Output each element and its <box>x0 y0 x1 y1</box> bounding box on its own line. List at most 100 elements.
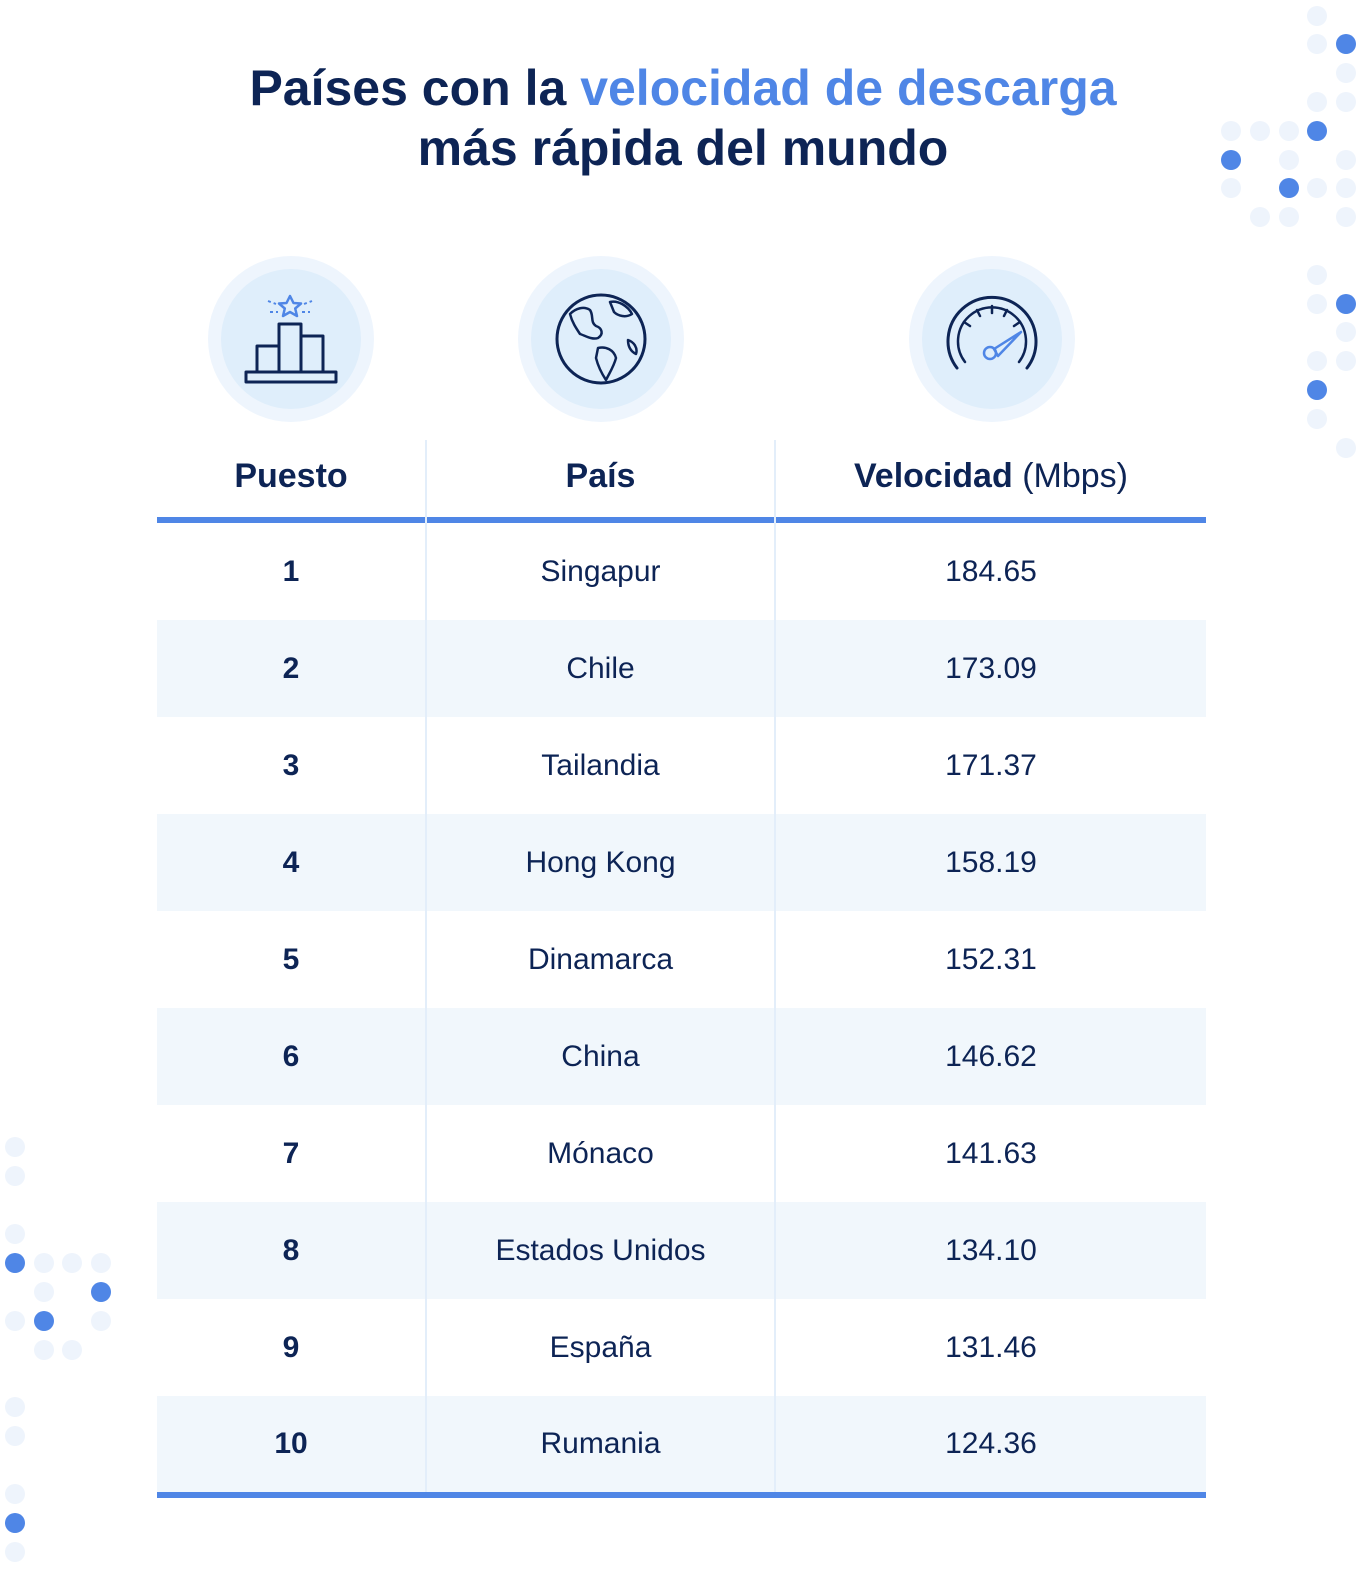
header-speed: Velocidad (Mbps) <box>776 448 1206 504</box>
decorative-dot <box>91 1311 111 1331</box>
decorative-dot <box>5 1224 25 1244</box>
decorative-dot <box>1336 351 1356 371</box>
decorative-dot <box>1336 207 1356 227</box>
decorative-dot <box>1279 150 1299 170</box>
decorative-dot <box>5 1513 25 1533</box>
rank-cell: 3 <box>282 748 300 782</box>
decorative-dot <box>1250 207 1270 227</box>
speed-cell: 141.63 <box>945 1136 1037 1170</box>
speed-cell: 171.37 <box>945 748 1037 782</box>
country-cell: China <box>561 1039 640 1073</box>
decorative-dot <box>34 1311 54 1331</box>
header-rank: Puesto <box>234 457 348 495</box>
decorative-dot <box>34 1282 54 1302</box>
header-country: País <box>565 457 636 495</box>
table-row: 1 Singapur 184.65 <box>157 523 1206 620</box>
header-rule <box>157 517 425 523</box>
decorative-dot <box>1336 178 1356 198</box>
decorative-dot <box>1307 351 1327 371</box>
speed-cell: 184.65 <box>945 554 1037 588</box>
country-cell: Tailandia <box>541 748 660 782</box>
decorative-dot <box>1221 178 1241 198</box>
decorative-dot <box>5 1542 25 1562</box>
country-cell: Rumania <box>540 1427 661 1460</box>
decorative-dot <box>1336 63 1356 83</box>
footer-rule <box>157 1492 1206 1498</box>
table-row: 4 Hong Kong 158.19 <box>157 814 1206 911</box>
decorative-dot <box>1336 294 1356 314</box>
decorative-dot <box>1307 178 1327 198</box>
decorative-dot <box>1307 380 1327 400</box>
rank-cell: 10 <box>274 1427 308 1460</box>
speedometer-icon <box>909 256 1075 422</box>
decorative-dot <box>5 1253 25 1273</box>
decorative-dot <box>91 1282 111 1302</box>
country-cell: España <box>549 1330 652 1364</box>
decorative-dot <box>5 1484 25 1504</box>
speed-cell: 134.10 <box>945 1233 1037 1267</box>
column-divider <box>425 440 427 1495</box>
speed-cell: 158.19 <box>945 845 1037 879</box>
speed-cell: 146.62 <box>945 1039 1037 1073</box>
table-row: 2 Chile 173.09 <box>157 620 1206 717</box>
country-cell: Chile <box>566 651 635 685</box>
decorative-dot <box>1307 409 1327 429</box>
country-cell: Estados Unidos <box>495 1233 706 1267</box>
decorative-dot <box>62 1253 82 1273</box>
decorative-dot <box>5 1426 25 1446</box>
rank-cell: 4 <box>282 845 300 879</box>
rank-cell: 7 <box>282 1136 300 1170</box>
decorative-dot <box>1279 178 1299 198</box>
header-speed-label: Velocidad <box>854 457 1013 495</box>
title-part-2: más rápida del mundo <box>417 120 949 176</box>
decorative-dot <box>1250 121 1270 141</box>
decorative-dot <box>1336 322 1356 342</box>
table-row: 8 Estados Unidos 134.10 <box>157 1202 1206 1299</box>
title-highlight: velocidad de descarga <box>580 60 1117 116</box>
decorative-dot <box>1307 294 1327 314</box>
column-divider <box>774 440 776 1495</box>
decorative-dot <box>1307 6 1327 26</box>
decorative-dot <box>91 1253 111 1273</box>
decorative-dot <box>34 1253 54 1273</box>
decorative-dot <box>5 1397 25 1417</box>
rank-cell: 8 <box>282 1233 300 1267</box>
header-rule <box>427 517 774 523</box>
decorative-dot <box>1336 438 1356 458</box>
rank-cell: 5 <box>282 942 300 976</box>
decorative-dot <box>5 1137 25 1157</box>
rank-cell: 1 <box>282 554 300 588</box>
decorative-dot <box>62 1340 82 1360</box>
decorative-dot <box>1279 121 1299 141</box>
rank-cell: 9 <box>282 1330 300 1364</box>
infographic-title: Países con la velocidad de descarga más … <box>0 58 1366 178</box>
header-rule <box>776 517 1206 523</box>
table-row: 6 China 146.62 <box>157 1008 1206 1105</box>
decorative-dot <box>1307 121 1327 141</box>
speed-cell: 124.36 <box>945 1427 1037 1460</box>
podium-star-icon <box>208 256 374 422</box>
decorative-dot <box>1336 34 1356 54</box>
title-part-1: Países con la <box>249 60 581 116</box>
decorative-dot <box>1307 265 1327 285</box>
table-row: 7 Mónaco 141.63 <box>157 1105 1206 1202</box>
decorative-dot <box>1279 207 1299 227</box>
decorative-dot <box>1307 92 1327 112</box>
header-speed-unit: (Mbps) <box>1022 457 1128 495</box>
decorative-dot <box>1336 92 1356 112</box>
table-row: 9 España 131.46 <box>157 1299 1206 1396</box>
country-cell: Dinamarca <box>527 942 674 976</box>
table-row: 3 Tailandia 171.37 <box>157 717 1206 814</box>
decorative-dot <box>5 1311 25 1331</box>
rank-cell: 2 <box>282 651 300 685</box>
decorative-dot <box>1336 150 1356 170</box>
decorative-dot <box>1221 150 1241 170</box>
country-cell: Singapur <box>540 554 661 588</box>
speed-cell: 173.09 <box>945 651 1037 685</box>
table-row: 10 Rumania 124.36 <box>157 1396 1206 1492</box>
rank-cell: 6 <box>282 1039 300 1073</box>
decorative-dot <box>5 1166 25 1186</box>
decorative-dot <box>1221 121 1241 141</box>
speed-cell: 152.31 <box>945 942 1037 976</box>
decorative-dot <box>1307 34 1327 54</box>
